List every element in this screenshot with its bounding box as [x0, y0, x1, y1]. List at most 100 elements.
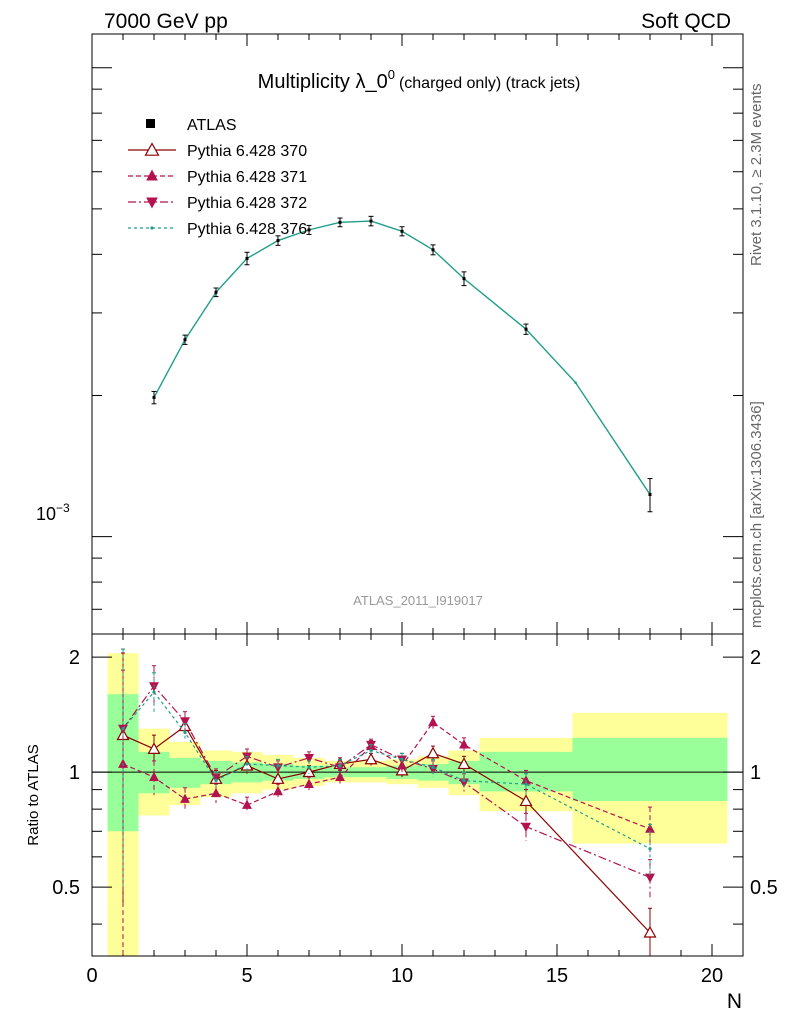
data-point: [400, 229, 404, 233]
legend-marker-4: [150, 226, 154, 230]
plot-title: Multiplicity λ_00 (charged only) (track j…: [258, 67, 581, 93]
legend: ATLAS Pythia 6.428 370 Pythia 6.428 371 Pyt…: [128, 117, 307, 238]
ratio-y-axis-label: Ratio to ATLAS: [25, 744, 42, 845]
ratio-y-tick-label: 0.5: [52, 877, 80, 899]
main-plot-data-points: [151, 215, 653, 513]
analysis-watermark: ATLAS_2011_I919017: [353, 593, 483, 608]
data-point: [152, 396, 156, 400]
y-tick-label-exp: −3: [56, 501, 70, 515]
data-point: [307, 228, 311, 232]
ratio-point: [364, 752, 378, 765]
legend-label-1: Pythia 6.428 370: [187, 143, 307, 160]
ratio-point: [121, 727, 125, 731]
ratio-point: [211, 773, 221, 783]
ratio-plot-frame: [91, 633, 744, 957]
data-point: [183, 338, 187, 342]
legend-label-3: Pythia 6.428 372: [187, 195, 307, 212]
ratio-point: [428, 764, 438, 775]
data-point: [338, 220, 342, 224]
ratio-point: [271, 772, 285, 784]
ratio-point: [648, 847, 652, 851]
ratio-y-tick-label: 2: [69, 647, 80, 669]
data-point: [369, 219, 373, 223]
ratio-series-line: [122, 725, 651, 934]
x-tick-label: 10: [391, 965, 413, 987]
ratio-point: [180, 793, 190, 803]
x-tick-label: 15: [546, 965, 568, 987]
ratio-point: [462, 779, 466, 783]
ratio-point: [338, 764, 342, 768]
ratio-plot-panel: 0 5 10 15 20 0.5 0.5 1 1 2 2 Ratio to ATLAS N: [25, 633, 778, 1013]
data-point: [648, 492, 652, 496]
legend-label-4: Pythia 6.428 376: [187, 221, 307, 238]
ratio-point: [335, 771, 345, 782]
side-label-mcplots: mcplots.cern.ch [arXiv:1306.3436]: [748, 401, 765, 628]
ratio-uncertainty-bands: [107, 653, 728, 956]
ratio-point: [643, 925, 657, 938]
ratio-point: [521, 822, 531, 833]
ratio-point: [645, 873, 655, 883]
plot-title-suffix: (charged only) (track jets): [399, 75, 580, 92]
ratio-point: [459, 739, 469, 749]
data-point: [245, 256, 249, 260]
ratio-point: [459, 778, 469, 788]
ratio-point: [211, 787, 221, 798]
ratio-point: [273, 785, 283, 796]
ratio-point: [214, 779, 218, 783]
main-plot-mc-curves: [152, 219, 652, 496]
ratio-y-tick-label-right: 2: [750, 647, 761, 669]
main-plot-ticks: [91, 34, 744, 634]
ratio-band-inner: [572, 737, 728, 802]
data-point: [462, 277, 466, 281]
ratio-point: [519, 794, 533, 807]
ratio-point: [426, 746, 440, 759]
ratio-series-line: [122, 721, 651, 830]
x-axis-label: N: [727, 990, 742, 1013]
ratio-y-tick-label-right: 0.5: [750, 877, 778, 899]
data-point: [214, 290, 218, 294]
x-tick-label: 0: [86, 965, 97, 987]
ratio-y-tick-label-right: 1: [750, 762, 761, 784]
legend-marker-1: [144, 142, 160, 156]
ratio-y-tick-label: 1: [69, 762, 80, 784]
ratio-point: [307, 765, 311, 769]
ratio-point: [431, 765, 435, 769]
ratio-point: [524, 782, 528, 786]
ratio-point: [147, 742, 161, 754]
header-left: 7000 GeV pp: [104, 10, 228, 33]
ratio-series-group: [116, 648, 657, 956]
ratio-point: [302, 765, 316, 778]
plot-title-main: Multiplicity λ_0: [258, 71, 388, 93]
ratio-point: [183, 730, 187, 735]
ratio-point: [152, 690, 156, 694]
y-tick-label-base: 10: [36, 504, 56, 524]
ratio-point: [304, 778, 314, 789]
ratio-point: [149, 771, 159, 782]
legend-label-0: ATLAS: [187, 117, 237, 134]
ratio-point: [276, 764, 280, 768]
y-tick-label-1e-3: 10−3: [36, 501, 70, 524]
ratio-series-4: [121, 648, 652, 888]
data-point: [431, 248, 435, 252]
legend-label-2: Pythia 6.428 371: [187, 169, 307, 186]
legend-marker-2: [146, 169, 158, 181]
ratio-point: [645, 823, 655, 833]
ratio-series-2: [118, 669, 655, 956]
side-label-rivet: Rivet 3.1.10, ≥ 2.3M events: [748, 84, 765, 267]
ratio-point: [242, 799, 252, 809]
ratio-series-line: [122, 691, 651, 850]
legend-atlas-marker: [146, 119, 155, 128]
header-right: Soft QCD: [641, 10, 731, 33]
legend-marker-3: [146, 197, 158, 209]
data-point: [276, 239, 280, 243]
x-tick-label: 5: [241, 965, 252, 987]
ratio-band-inner: [169, 757, 201, 788]
ratio-point: [457, 757, 471, 770]
ratio-point: [428, 716, 438, 727]
ratio-point: [369, 748, 373, 753]
ratio-point: [400, 757, 404, 761]
x-tick-label: 20: [701, 965, 723, 987]
mc-curve-line: [153, 220, 651, 495]
ratio-point: [245, 762, 249, 766]
